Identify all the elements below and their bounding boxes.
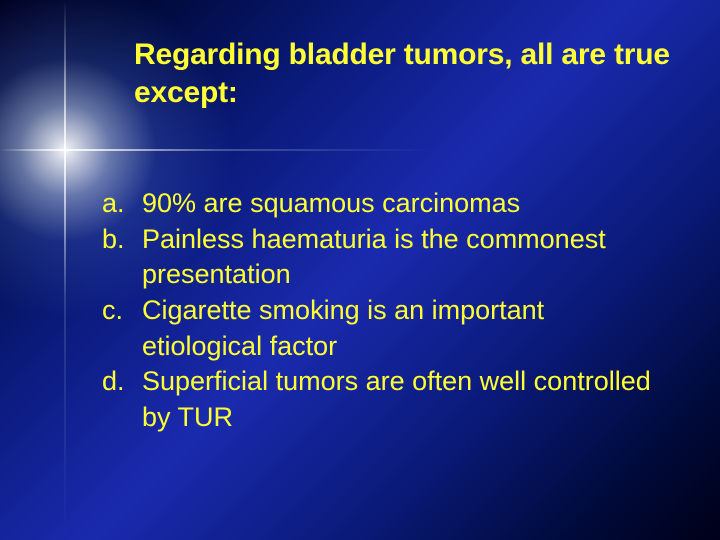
option-label: c. xyxy=(102,293,142,364)
option-label: a. xyxy=(102,186,142,222)
option-c: c. Cigarette smoking is an important eti… xyxy=(102,293,662,364)
lens-flare-vertical xyxy=(64,0,66,540)
option-a: a. 90% are squamous carcinomas xyxy=(102,186,662,222)
options-list: a. 90% are squamous carcinomas b. Painle… xyxy=(102,186,662,435)
option-text: 90% are squamous carcinomas xyxy=(142,186,662,222)
option-label: b. xyxy=(102,222,142,293)
slide-title: Regarding bladder tumors, all are true e… xyxy=(134,36,674,111)
option-text: Cigarette smoking is an important etiolo… xyxy=(142,293,662,364)
option-text: Painless haematuria is the commonest pre… xyxy=(142,222,662,293)
option-d: d. Superficial tumors are often well con… xyxy=(102,364,662,435)
option-b: b. Painless haematuria is the commonest … xyxy=(102,222,662,293)
lens-flare-horizontal xyxy=(0,149,720,151)
option-text: Superficial tumors are often well contro… xyxy=(142,364,662,435)
option-label: d. xyxy=(102,364,142,435)
